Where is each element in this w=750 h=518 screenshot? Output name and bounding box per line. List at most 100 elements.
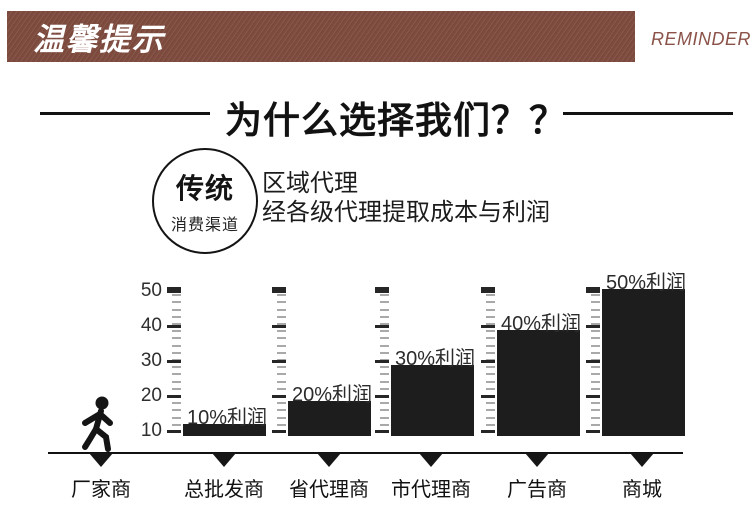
ruler-minor-tick [277,294,286,297]
ruler-minor-tick [486,387,495,390]
ruler-minor-tick [591,323,600,325]
ruler-minor-tick [172,380,181,383]
ruler-major-tick [481,360,495,363]
ruler-minor-tick [591,337,600,340]
ruler-minor-tick [172,323,181,325]
ruler-minor-tick [277,380,286,383]
ruler-minor-tick [277,351,286,354]
ruler-major-tick [167,430,181,433]
ruler-major-tick [481,287,495,290]
ruler-minor-tick [277,395,286,397]
ruler-minor-tick [277,308,286,311]
ruler-minor-tick [591,301,600,304]
ruler-minor-tick [591,416,600,419]
ruler-minor-tick [380,315,389,318]
bar-value-label: 30%利润 [395,347,476,370]
ruler-minor-tick [172,301,181,304]
ruler-minor-tick [380,423,389,426]
ruler-major-tick [167,360,181,363]
ruler-major-tick [167,325,181,328]
ruler-minor-tick [277,373,286,376]
header-banner: 温馨提示 [7,11,635,62]
ruler-minor-tick [591,423,600,426]
ruler-minor-tick [277,402,286,405]
ruler-minor-tick [591,287,600,289]
bar-value-label: 50%利润 [606,272,687,295]
banner-subtitle: REMINDER [651,29,750,49]
ruler-minor-tick [486,330,495,333]
ruler-major-tick [586,395,600,398]
ruler-minor-tick [380,395,389,397]
ruler-minor-tick [380,366,389,369]
ruler-minor-tick [380,323,389,325]
ruler-minor-tick [380,373,389,376]
ruler-minor-tick [277,431,286,433]
ruler-minor-tick [277,409,286,412]
ruler-minor-tick [591,402,600,405]
ruler-minor-tick [591,315,600,318]
ruler-minor-tick [380,308,389,311]
ruler-minor-tick [172,351,181,354]
ruler-minor-tick [486,423,495,426]
axis-marker-triangle-icon [89,453,113,467]
profit-bar [497,329,580,436]
ruler-minor-tick [277,366,286,369]
profit-bar [288,401,371,436]
ruler-minor-tick [277,323,286,325]
ruler-minor-tick [486,409,495,412]
ruler-minor-tick [486,373,495,376]
ruler-minor-tick [172,287,181,289]
ruler-minor-tick [486,337,495,340]
axis-marker-triangle-icon [525,453,549,467]
ruler-minor-tick [277,315,286,318]
x-axis-line [48,452,683,454]
ruler-minor-tick [172,366,181,369]
ruler-scale [272,287,286,438]
ruler-minor-tick [172,402,181,405]
ruler-minor-tick [172,423,181,426]
ruler-major-tick [375,287,389,290]
ruler-minor-tick [486,323,495,325]
ruler-minor-tick [486,287,495,289]
ruler-minor-tick [380,330,389,333]
ruler-minor-tick [486,315,495,318]
ruler-minor-tick [591,373,600,376]
ruler-minor-tick [172,431,181,433]
ruler-major-tick [481,430,495,433]
ruler-minor-tick [172,409,181,412]
ruler-scale [586,287,600,438]
ruler-major-tick [167,395,181,398]
ruler-minor-tick [591,330,600,333]
axis-marker-triangle-icon [419,453,443,467]
ruler-major-tick [167,290,181,293]
category-label: 总批发商 [184,479,264,501]
ruler-minor-tick [277,287,286,289]
ruler-minor-tick [380,402,389,405]
ruler-minor-tick [277,337,286,340]
ruler-scale [481,287,495,438]
ruler-minor-tick [277,301,286,304]
ruler-major-tick [481,325,495,328]
y-tick-label: 10 [140,420,162,441]
y-tick-label: 20 [140,385,162,406]
ruler-major-tick [375,395,389,398]
ruler-minor-tick [591,359,600,361]
profit-bar [183,424,266,436]
profit-bar [602,289,685,436]
ruler-major-tick [375,360,389,363]
ruler-minor-tick [277,330,286,333]
intro-line-2: 经各级代理提取成本与利润 [262,199,550,226]
intro-text: 区域代理 经各级代理提取成本与利润 [262,170,550,227]
badge-title: 传统 [175,173,234,204]
ruler-major-tick [272,287,286,290]
banner-title: 温馨提示 [33,22,165,57]
ruler-minor-tick [172,416,181,419]
ruler-minor-tick [172,359,181,361]
ruler-major-tick [586,290,600,293]
axis-marker-triangle-icon [317,453,341,467]
ruler-minor-tick [172,294,181,297]
ruler-minor-tick [486,402,495,405]
y-tick-label: 40 [140,315,162,336]
ruler-minor-tick [172,373,181,376]
ruler-minor-tick [486,344,495,347]
